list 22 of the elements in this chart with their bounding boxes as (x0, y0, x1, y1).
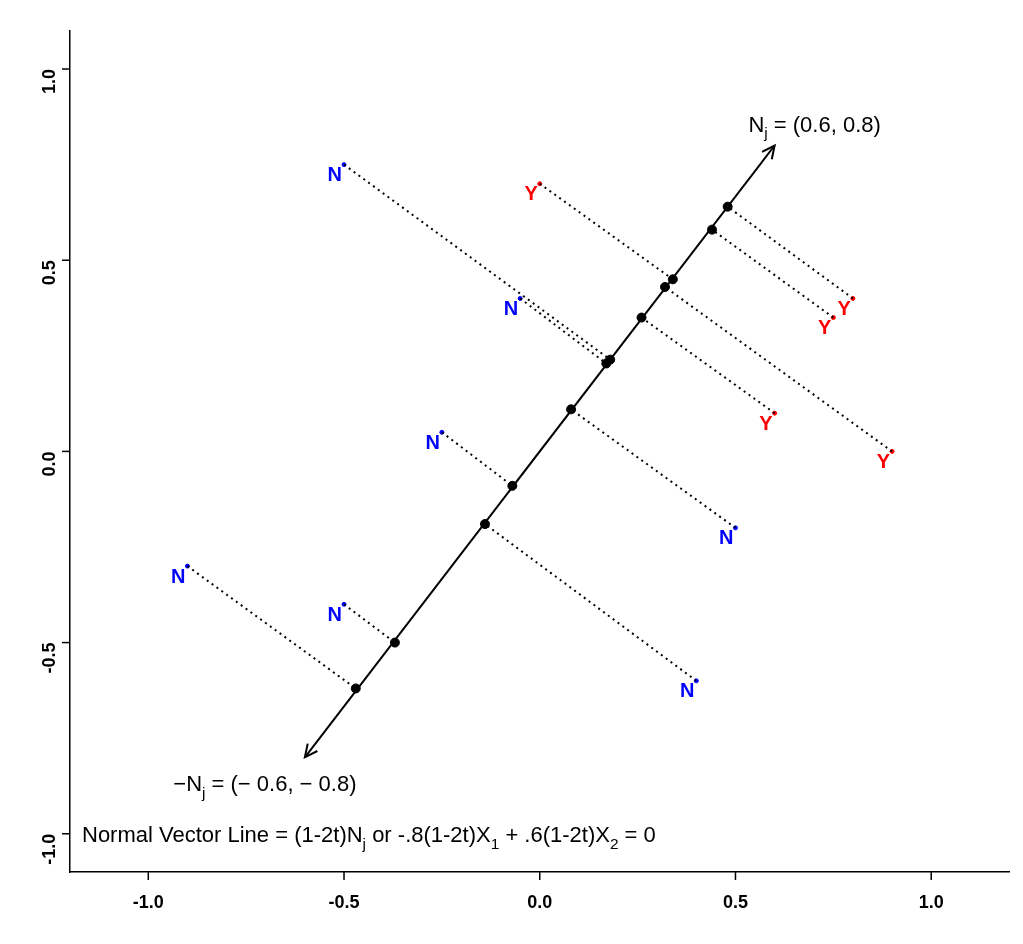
text: N (679, 679, 695, 702)
x-tick-label: 0.5 (722, 891, 748, 912)
x-tick-label: 0.0 (527, 891, 553, 912)
x-tick-label: 1.0 (918, 891, 944, 912)
text: Y (818, 316, 832, 339)
x-tick-label: -1.0 (132, 891, 164, 912)
text: Y (524, 182, 539, 205)
text: Y (759, 411, 773, 434)
text: N (327, 163, 343, 186)
x-tick-label: -0.5 (328, 891, 360, 912)
y-tick-label: 0.5 (38, 260, 59, 286)
text: N (327, 602, 343, 625)
text: N (503, 296, 519, 319)
text: N (719, 526, 734, 549)
text: N (170, 564, 186, 587)
text: Y (837, 296, 851, 319)
y-tick-label: -0.5 (38, 642, 59, 674)
text: Y (876, 449, 891, 472)
text: N (425, 430, 440, 453)
y-tick-label: 1.0 (38, 69, 59, 95)
y-tick-label: 0.0 (38, 451, 59, 477)
y-tick-label: -1.0 (38, 833, 59, 865)
